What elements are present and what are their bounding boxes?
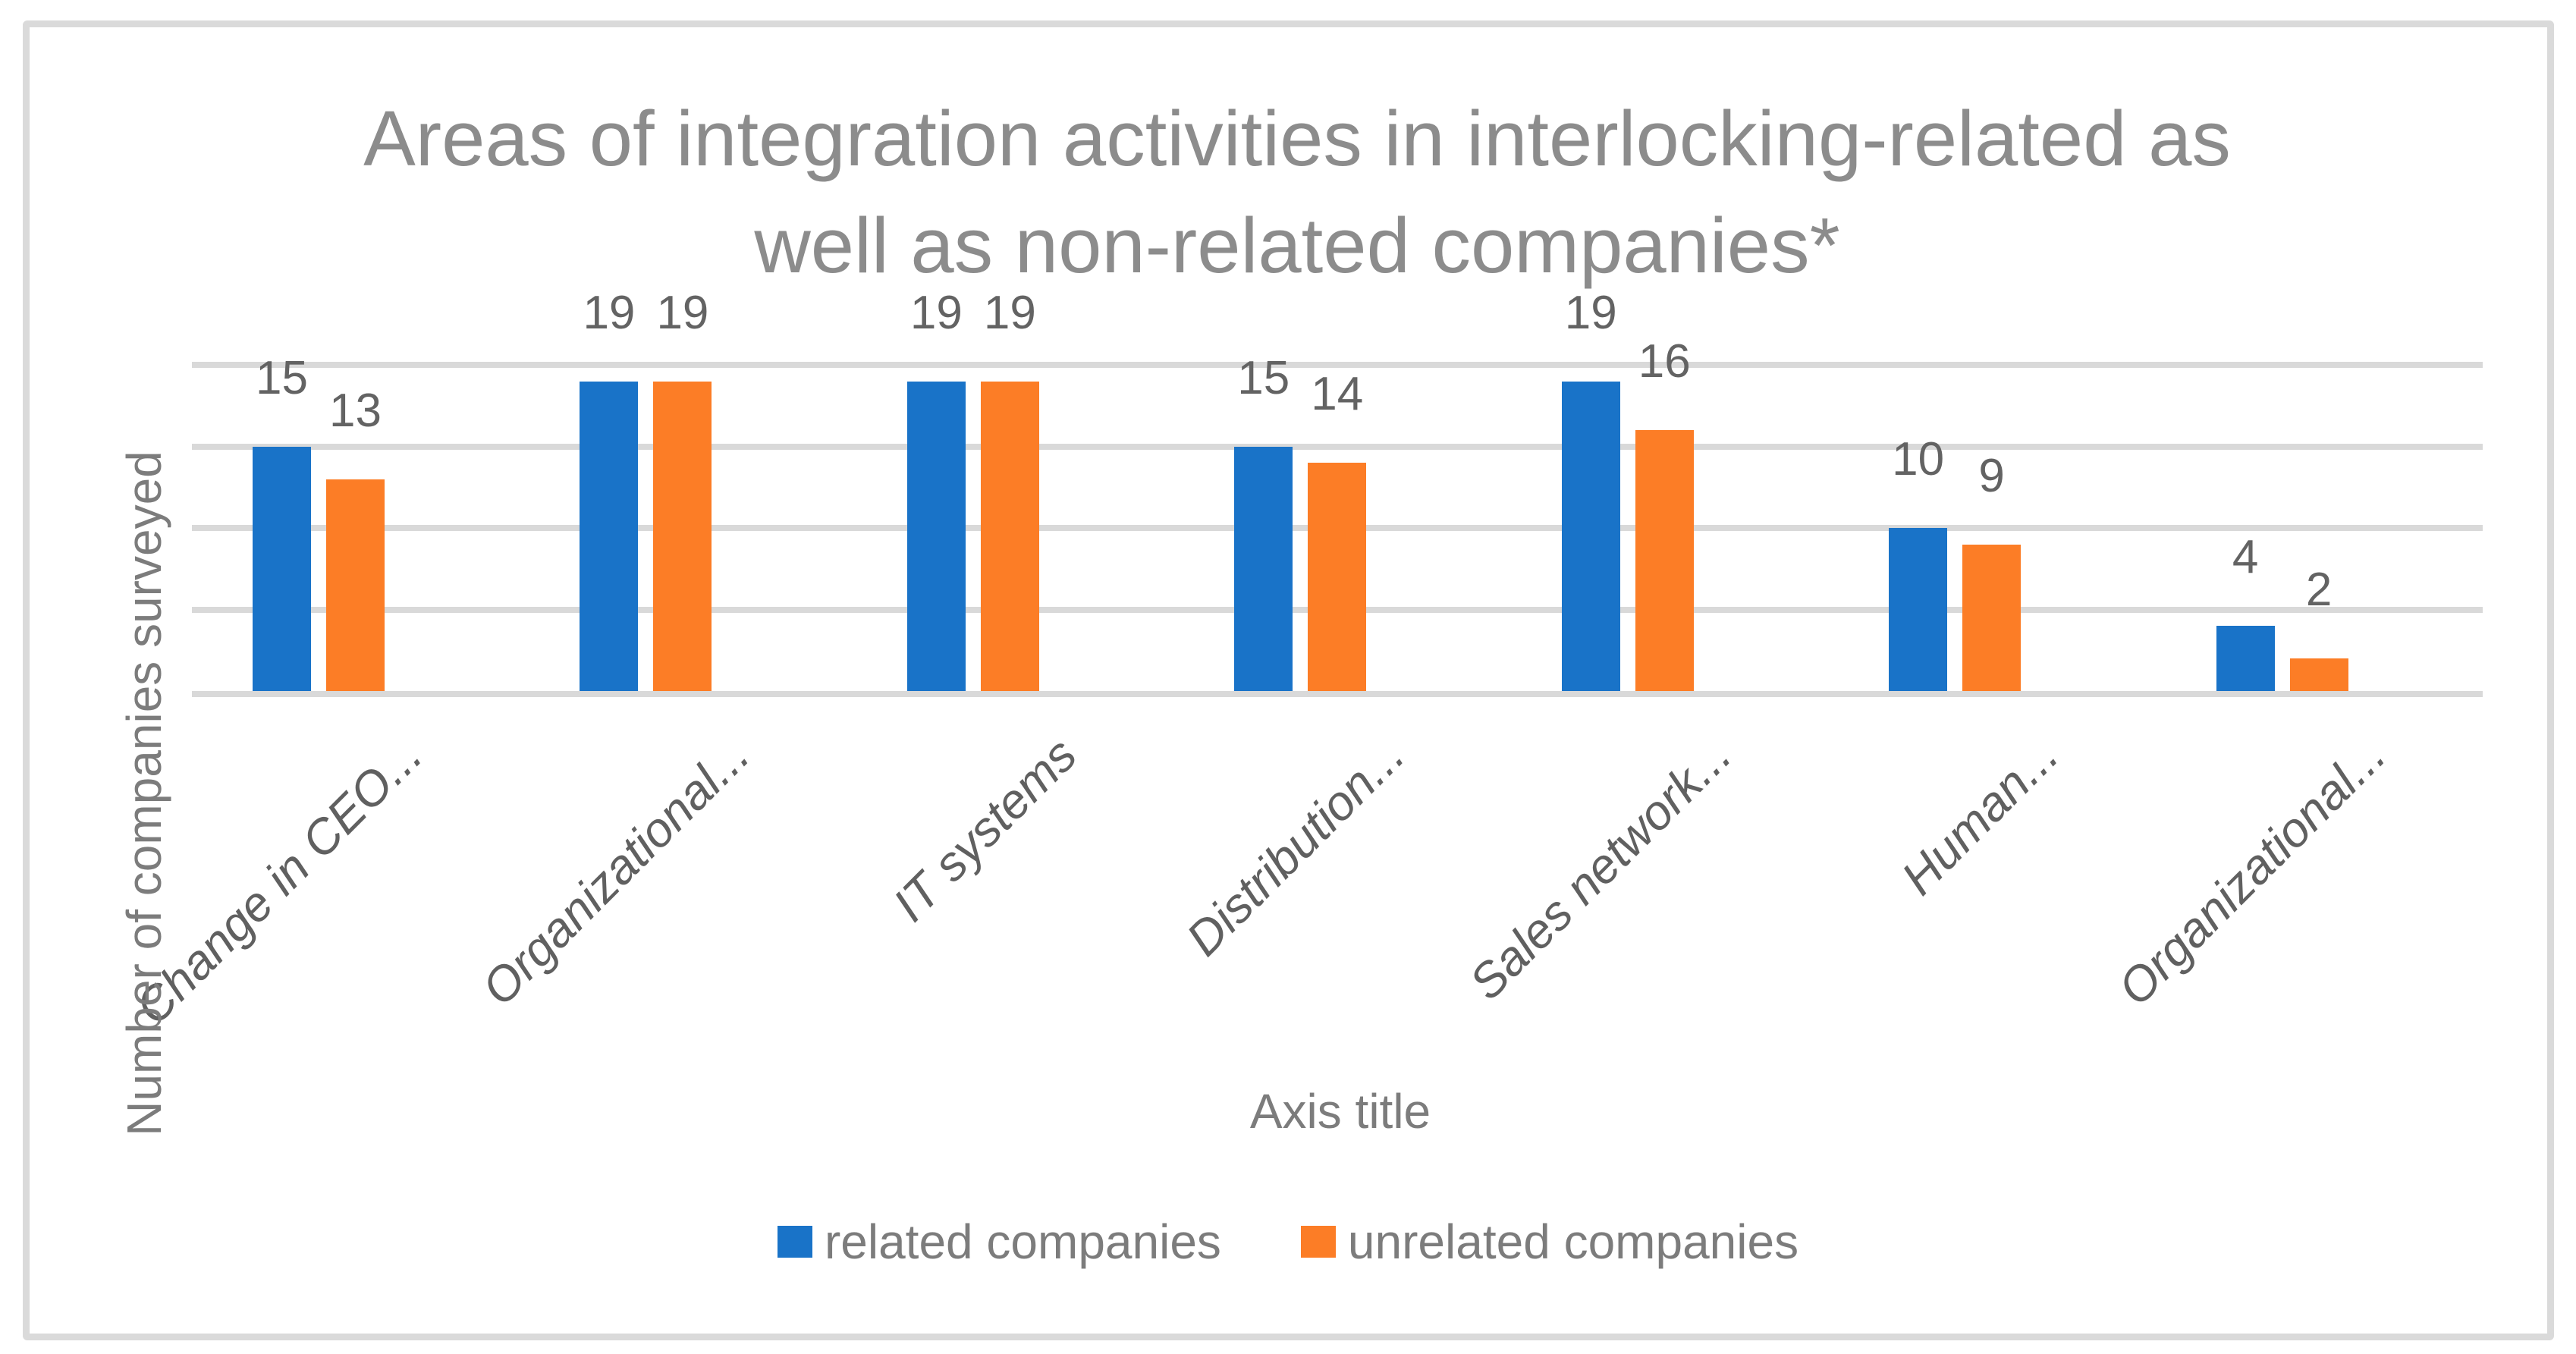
bar-related-companies-cat5 xyxy=(1561,381,1620,691)
bar-unrelated-companies-cat3 xyxy=(980,381,1039,691)
chart-title-line1: Areas of integration activities in inter… xyxy=(363,95,2231,182)
bar-unrelated-companies-cat5 xyxy=(1635,430,1694,691)
data-label-unrelated-companies-cat4: 14 xyxy=(1311,368,1364,420)
legend-label-related-companies: related companies xyxy=(824,1214,1221,1269)
gridline-0 xyxy=(192,691,2483,697)
x-axis-title: Axis title xyxy=(1249,1084,1431,1139)
bar-related-companies-cat3 xyxy=(906,381,966,691)
legend-swatch-related-companies xyxy=(777,1226,812,1258)
bar-unrelated-companies-cat4 xyxy=(1308,463,1367,691)
data-label-related-companies-cat2: 19 xyxy=(583,286,636,339)
legend-item-related-companies: related companies xyxy=(777,1214,1221,1270)
bar-unrelated-companies-cat1 xyxy=(326,479,385,691)
chart-title: Areas of integration activities in inter… xyxy=(0,85,2576,299)
data-label-related-companies-cat3: 19 xyxy=(909,286,963,339)
data-label-unrelated-companies-cat5: 16 xyxy=(1638,335,1691,388)
data-label-unrelated-companies-cat6: 9 xyxy=(1978,449,2005,502)
bar-unrelated-companies-cat7 xyxy=(2289,658,2348,691)
data-label-related-companies-cat4: 15 xyxy=(1237,351,1290,404)
bar-related-companies-cat1 xyxy=(253,446,311,691)
data-label-related-companies-cat6: 10 xyxy=(1892,433,1945,485)
chart-title-line2: well as non-related companies* xyxy=(754,202,1840,289)
bar-related-companies-cat7 xyxy=(2216,626,2275,691)
bar-unrelated-companies-cat2 xyxy=(653,381,712,691)
bar-related-companies-cat4 xyxy=(1234,446,1293,691)
gridline-20 xyxy=(192,362,2483,368)
legend-label-unrelated-companies: unrelated companies xyxy=(1347,1214,1799,1269)
data-label-unrelated-companies-cat7: 2 xyxy=(2305,564,2333,616)
data-label-related-companies-cat7: 4 xyxy=(2232,531,2259,583)
bar-unrelated-companies-cat6 xyxy=(1962,544,2022,691)
data-label-related-companies-cat1: 15 xyxy=(256,351,308,404)
figure-border xyxy=(23,20,2554,1340)
bar-related-companies-cat6 xyxy=(1889,528,1948,691)
bar-related-companies-cat2 xyxy=(580,381,639,691)
legend: related companies unrelated companies xyxy=(0,1214,2576,1270)
y-axis-title: Number of companies surveyed xyxy=(117,451,171,1136)
data-label-unrelated-companies-cat2: 19 xyxy=(656,286,709,339)
legend-swatch-unrelated-companies xyxy=(1300,1226,1336,1258)
legend-item-unrelated-companies: unrelated companies xyxy=(1300,1214,1799,1270)
data-label-unrelated-companies-cat1: 13 xyxy=(329,384,382,437)
gridline-15 xyxy=(192,443,2483,450)
data-label-unrelated-companies-cat3: 19 xyxy=(983,286,1036,339)
data-label-related-companies-cat5: 19 xyxy=(1564,286,1617,339)
